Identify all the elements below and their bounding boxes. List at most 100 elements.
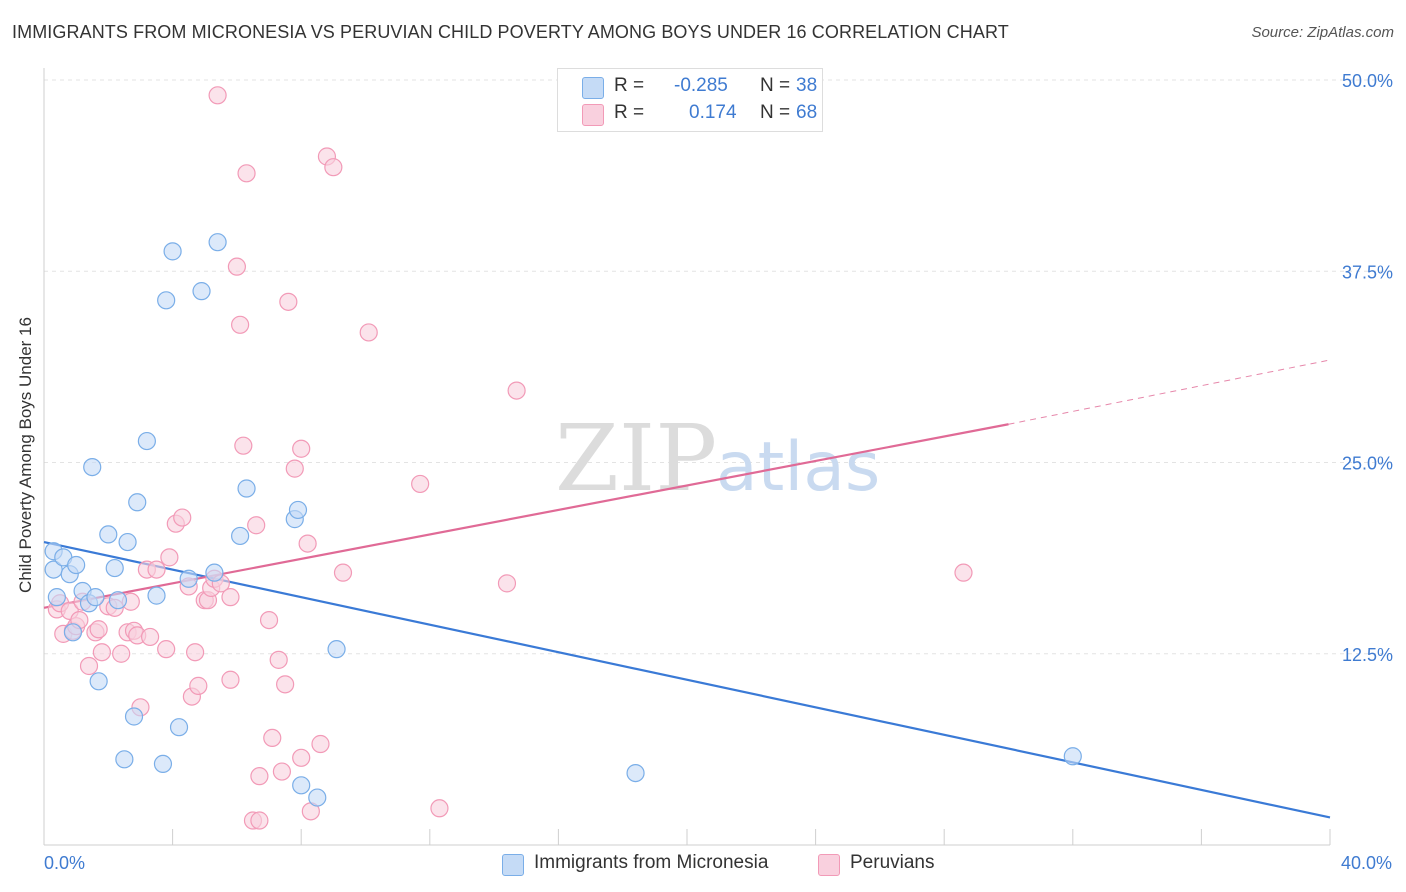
- peruvian-point: [497, 574, 517, 593]
- peruvian-point: [79, 656, 99, 676]
- y-tick-label: 12.5%: [1342, 645, 1393, 665]
- micronesia-swatch: [502, 854, 524, 876]
- peruvian-point: [157, 640, 176, 659]
- peruvian-point: [276, 675, 295, 694]
- peruvian-point: [263, 728, 282, 748]
- peruvian-point: [333, 563, 353, 582]
- micronesia-point: [157, 291, 176, 310]
- peruvian-point: [160, 548, 179, 567]
- n-value: 68: [796, 102, 818, 123]
- peruvian-point: [92, 643, 111, 662]
- micronesia-point: [99, 525, 118, 544]
- r-label: R =: [614, 75, 645, 96]
- r-label: R =: [614, 102, 645, 123]
- micronesia-point: [626, 763, 645, 783]
- micronesia-point: [179, 569, 198, 588]
- peruvian-point: [89, 620, 108, 639]
- micronesia-point: [67, 555, 86, 575]
- micronesia-point: [89, 672, 108, 691]
- legend-label: Immigrants from Micronesia: [534, 852, 769, 873]
- y-tick-label: 50.0%: [1342, 71, 1393, 91]
- micronesia-point: [108, 591, 128, 610]
- peruvian-point: [234, 436, 253, 455]
- peruvian-point: [237, 164, 256, 183]
- micronesia-point: [105, 558, 124, 578]
- peruvian-point: [411, 474, 430, 494]
- n-label: N =: [760, 102, 791, 123]
- micronesia-point: [192, 282, 211, 301]
- micronesia-point: [118, 532, 137, 552]
- micronesia-point: [292, 776, 311, 795]
- x-tick-label-min: 0.0%: [44, 853, 85, 873]
- peruvian-point: [269, 650, 288, 669]
- x-tick-label-max: 40.0%: [1341, 853, 1392, 873]
- peruvian-point: [173, 508, 192, 527]
- peruvian-point: [221, 588, 240, 607]
- micronesia-point: [147, 586, 166, 605]
- peruvian-point: [140, 627, 160, 647]
- peruvians-swatch: [582, 104, 604, 126]
- micronesia-point: [47, 588, 66, 607]
- micronesia-point: [288, 500, 308, 520]
- peruvian-point: [247, 516, 266, 535]
- micronesia-point: [86, 588, 105, 607]
- peruvian-point: [430, 799, 449, 818]
- data-points: [44, 86, 1082, 830]
- chart-source: Source: ZipAtlas.com: [1251, 24, 1394, 41]
- peruvian-point: [324, 158, 343, 177]
- y-tick-label: 37.5%: [1342, 262, 1393, 282]
- micronesia-point: [63, 623, 83, 642]
- peruvian-point: [298, 534, 317, 553]
- peruvian-point: [189, 676, 208, 695]
- peruvian-point: [227, 257, 246, 276]
- trendline-micronesia: [43, 540, 1331, 819]
- y-tick-labels: 12.5% 25.0% 37.5% 50.0%: [1342, 71, 1393, 665]
- peruvian-point: [285, 459, 304, 478]
- micronesia-point: [115, 750, 134, 769]
- micronesia-point: [83, 457, 102, 477]
- peruvian-point: [186, 643, 205, 662]
- micronesia-point: [169, 718, 189, 737]
- peruvian-point: [359, 323, 378, 342]
- trendline-peruvians: [43, 423, 1009, 609]
- peruvian-point: [292, 748, 311, 767]
- micronesia-point: [1063, 747, 1082, 766]
- peruvian-point: [250, 767, 269, 786]
- micronesia-point: [308, 788, 327, 807]
- peruvian-point: [112, 644, 131, 663]
- peruvian-point: [208, 86, 227, 105]
- legend-label: Peruvians: [850, 852, 935, 873]
- micronesia-point: [208, 233, 227, 252]
- peruvian-point: [272, 762, 292, 781]
- micronesia-point: [205, 563, 224, 582]
- series-legend: Immigrants from Micronesia Peruvians: [0, 851, 1406, 879]
- r-value: -0.285: [674, 75, 728, 96]
- n-value: 38: [796, 75, 818, 96]
- trendline-extension: [1008, 359, 1331, 425]
- micronesia-point: [128, 493, 147, 512]
- micronesia-point: [237, 479, 256, 498]
- stats-legend: R = -0.285 N = 38 R = 0.174 N = 68: [557, 68, 823, 132]
- peruvian-point: [231, 315, 250, 334]
- micronesia-point: [327, 640, 346, 659]
- peruvian-point: [507, 381, 526, 400]
- watermark-atlas: atlas: [716, 428, 880, 507]
- micronesia-point: [163, 242, 182, 261]
- peruvian-point: [147, 560, 166, 579]
- watermark: ZIP atlas: [555, 405, 880, 512]
- peruvian-point: [259, 610, 279, 630]
- peruvian-point: [954, 563, 973, 582]
- peruvians-swatch: [818, 854, 840, 876]
- r-value: 0.174: [689, 102, 737, 123]
- peruvian-point: [292, 439, 311, 458]
- micronesia-point: [137, 431, 156, 451]
- peruvian-point: [221, 670, 240, 689]
- micronesia-point: [231, 526, 250, 546]
- micronesia-point: [124, 707, 144, 726]
- peruvian-point: [279, 292, 298, 311]
- micronesia-point: [153, 754, 173, 774]
- axes: [43, 68, 1331, 846]
- peruvian-point: [311, 734, 330, 754]
- peruvian-point: [250, 811, 269, 830]
